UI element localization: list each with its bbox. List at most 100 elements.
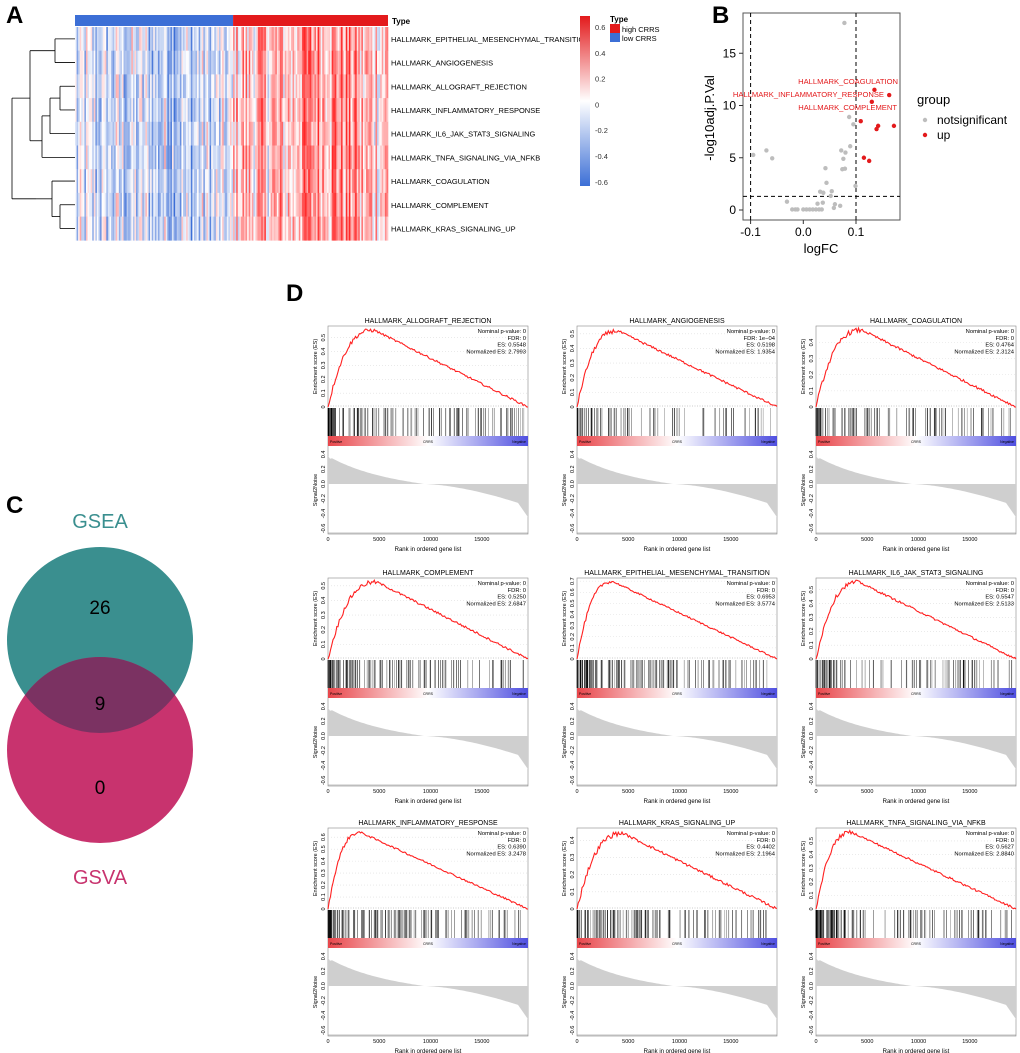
heatmap-cell [129,192,132,217]
heatmap-cell [267,98,270,123]
heatmap-cell [236,74,239,99]
heatmap-cell [189,169,192,194]
heatmap-cell [87,145,90,170]
heatmap-cell [176,192,179,217]
heatmap-cell [145,98,148,123]
heatmap-cell [126,74,129,99]
heatmap-cell [325,145,328,170]
rank-label-positive: Positive [579,692,591,696]
heatmap-cell [314,50,317,75]
point-notsignificant [795,207,800,212]
heatmap-cell [162,169,165,194]
heatmap-cell [139,121,142,146]
heatmap-cell [114,50,116,75]
heatmap-cell [367,27,370,51]
heatmap-cell [218,50,221,75]
heatmap-cell [121,50,124,75]
heatmap-cell [259,169,262,194]
heatmap-cell [301,169,304,194]
heatmap-cell [143,50,146,75]
heatmap-cell [110,121,113,146]
heatmap-cell [273,169,276,194]
heatmap-cell [355,145,357,170]
heatmap-cell [261,98,264,123]
heatmap-cell [242,192,245,217]
heatmap-cell [190,74,193,99]
heatmap-cell [145,192,148,217]
heatmap-cell [270,145,273,170]
heatmap-cell [206,121,209,146]
heatmap-cell [366,98,368,123]
heatmap-cell [131,98,134,123]
signal2noise-area [816,707,1016,770]
heatmap-cell [128,98,131,123]
s2n-tick-label: -0.6 [809,1026,815,1035]
heatmap-cell [118,169,121,194]
heatmap-cell [126,216,129,241]
heatmap-cell [229,145,232,170]
x-tick-label: 15000 [962,1039,977,1045]
heatmap-cell [136,98,138,123]
heatmap-cell [341,145,343,170]
gsea-stat-es_text: ES: 0.5198 [746,343,775,349]
x-tick-label: 5000 [373,789,385,795]
s2n-tick-label: 0.0 [570,732,576,740]
rank-label-negative: Negative [512,692,526,696]
heatmap-cell [372,216,375,241]
heatmap-cell [228,27,231,51]
heatmap-cell [355,27,357,51]
rank-label-mid: CRRS [911,942,922,946]
heatmap-cell [355,121,357,146]
heatmap-cell [270,50,273,75]
heatmap-cell [295,192,298,217]
heatmap-cell [215,169,218,194]
heatmap-cell [287,74,290,99]
x-tick-label: 5000 [622,1039,634,1045]
heatmap-cell [295,74,298,99]
heatmap-cell [355,98,357,123]
heatmap-cell [290,98,293,123]
heatmap-cell [330,145,332,170]
heatmap-cell [248,50,251,75]
heatmap-cell [280,98,282,123]
heatmap-cell [240,98,243,123]
heatmap-cell [173,216,176,241]
heatmap-cell [316,121,318,146]
heatmap-cell [126,169,129,194]
heatmap-cell [353,216,356,241]
heatmap-cell [142,216,145,241]
heatmap-cell [132,145,135,170]
heatmap-cell [369,192,372,217]
gsea-stat-fdr: FDR: 0 [996,838,1014,844]
heatmap-cell [129,121,132,146]
point-notsignificant [790,207,795,212]
heatmap-cell [294,74,296,99]
heatmap-cell [89,192,91,217]
heatmap-cell [165,27,168,51]
heatmap-cell [132,192,135,217]
heatmap-cell [334,98,337,123]
heatmap-cell [92,121,95,146]
heatmap-cell [245,98,248,123]
es-tick-label: 0 [321,405,327,408]
heatmap-cell [373,145,376,170]
heatmap-cell [339,74,342,99]
heatmap-cell [242,216,245,241]
heatmap-cell [110,50,113,75]
heatmap-cell [369,216,372,241]
es-tick-label: 0 [809,405,815,408]
gsea-stat-nes: Normalized ES: 1.9354 [715,349,775,355]
heatmap-cell [168,169,171,194]
heatmap-cell [373,121,376,146]
heatmap-cell [175,145,178,170]
heatmap-cell [178,121,181,146]
heatmap-cell [384,27,387,51]
heatmap-cell [110,145,113,170]
s2n-tick-label: 0.0 [321,732,327,740]
heatmap-cell [225,50,228,75]
heatmap-cell [220,169,223,194]
x-tick-label: 5000 [861,1039,873,1045]
heatmap-cell [179,74,182,99]
heatmap-cell [134,27,137,51]
heatmap-cell [128,216,131,241]
